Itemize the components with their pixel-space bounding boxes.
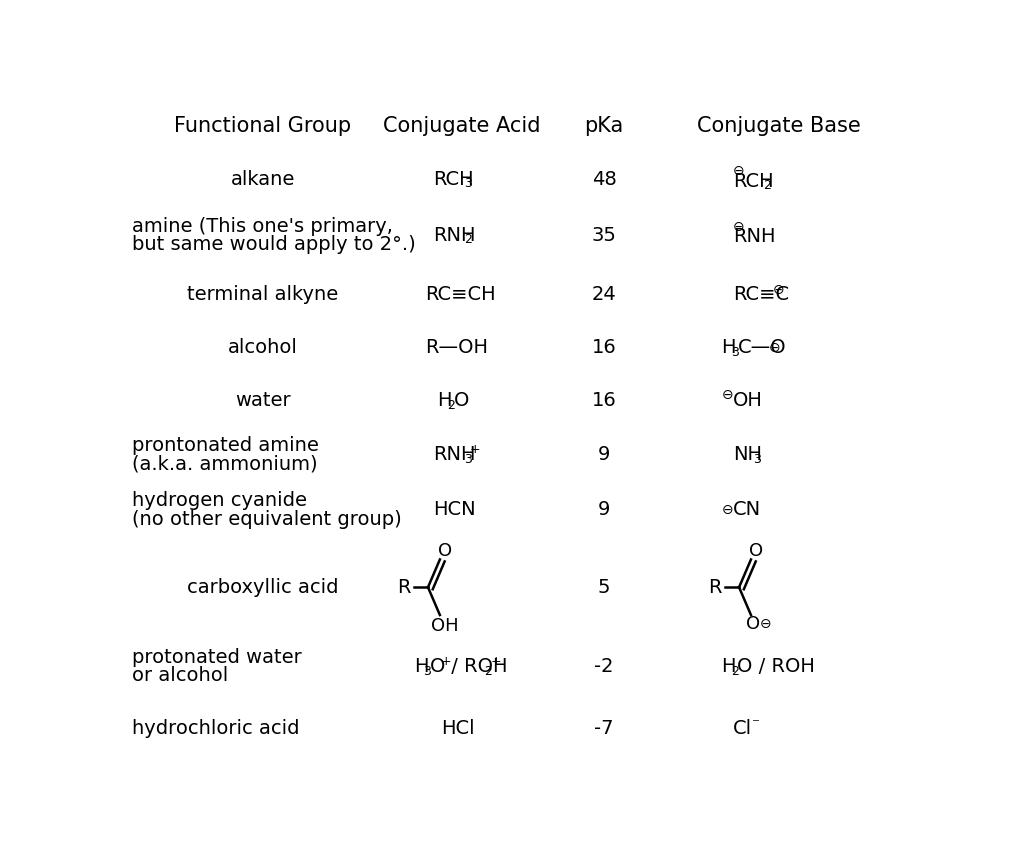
Text: +: + <box>440 655 452 667</box>
Text: C—O: C—O <box>737 338 786 357</box>
Text: O: O <box>749 542 763 560</box>
Text: 2: 2 <box>763 180 771 192</box>
Text: protonated water: protonated water <box>132 648 302 667</box>
Text: Cl: Cl <box>733 719 752 738</box>
Text: HCl: HCl <box>441 719 475 738</box>
Text: 16: 16 <box>592 391 616 411</box>
Text: 48: 48 <box>592 169 616 189</box>
Text: ⁻: ⁻ <box>752 716 760 731</box>
Text: 9: 9 <box>598 500 610 520</box>
Text: O: O <box>454 391 469 411</box>
Text: hydrogen cyanide: hydrogen cyanide <box>132 491 307 510</box>
Text: CN: CN <box>733 500 761 520</box>
Text: RC≡C: RC≡C <box>733 285 788 304</box>
Text: O: O <box>746 615 761 632</box>
Text: O: O <box>430 657 445 676</box>
Text: HCN: HCN <box>433 500 476 520</box>
Text: 2: 2 <box>447 399 455 411</box>
Text: O: O <box>437 542 452 560</box>
Text: O / ROH: O / ROH <box>737 657 815 676</box>
Text: 5: 5 <box>598 578 610 597</box>
Text: RNH: RNH <box>733 227 775 247</box>
Text: 3: 3 <box>731 346 739 359</box>
Text: 3: 3 <box>464 453 472 466</box>
Text: or alcohol: or alcohol <box>132 667 228 685</box>
Text: OH: OH <box>733 391 763 411</box>
Text: 3: 3 <box>423 665 431 678</box>
Text: RCH: RCH <box>433 169 474 189</box>
Text: 9: 9 <box>598 446 610 465</box>
Text: ⊖: ⊖ <box>733 164 744 178</box>
Text: H: H <box>722 657 736 676</box>
Text: ⊖: ⊖ <box>722 503 733 517</box>
Text: +: + <box>490 655 502 667</box>
Text: R: R <box>709 578 722 597</box>
Text: alcohol: alcohol <box>228 338 298 357</box>
Text: but same would apply to 2°.): but same would apply to 2°.) <box>132 235 416 254</box>
Text: 3: 3 <box>754 453 761 466</box>
Text: 2: 2 <box>484 665 493 678</box>
Text: H: H <box>437 391 452 411</box>
Text: RCH: RCH <box>733 172 773 191</box>
Text: -2: -2 <box>594 657 614 676</box>
Text: hydrochloric acid: hydrochloric acid <box>132 719 299 738</box>
Text: Conjugate Acid: Conjugate Acid <box>383 116 540 137</box>
Text: prontonated amine: prontonated amine <box>132 436 318 455</box>
Text: RNH: RNH <box>433 226 476 245</box>
Text: ⊖: ⊖ <box>733 220 744 234</box>
Text: amine (This one's primary,: amine (This one's primary, <box>132 216 393 235</box>
Text: ⊖: ⊖ <box>769 341 781 355</box>
Text: carboxyllic acid: carboxyllic acid <box>187 578 339 597</box>
Text: H: H <box>722 338 736 357</box>
Text: +: + <box>470 443 480 456</box>
Text: 3: 3 <box>464 177 472 191</box>
Text: R: R <box>397 578 411 597</box>
Text: ⊖: ⊖ <box>760 617 771 631</box>
Text: ⊖: ⊖ <box>772 283 784 297</box>
Text: RC≡CH: RC≡CH <box>426 285 497 304</box>
Text: terminal alkyne: terminal alkyne <box>187 285 339 304</box>
Text: 2: 2 <box>464 234 472 247</box>
Text: 16: 16 <box>592 338 616 357</box>
Text: H: H <box>414 657 428 676</box>
Text: (no other equivalent group): (no other equivalent group) <box>132 509 401 528</box>
Text: -7: -7 <box>594 719 614 738</box>
Text: (a.k.a. ammonium): (a.k.a. ammonium) <box>132 454 317 473</box>
Text: ⊖: ⊖ <box>722 388 733 402</box>
Text: Conjugate Base: Conjugate Base <box>697 116 860 137</box>
Text: R—OH: R—OH <box>426 338 488 357</box>
Text: RNH: RNH <box>433 446 476 465</box>
Text: 35: 35 <box>592 226 616 245</box>
Text: OH: OH <box>431 617 459 635</box>
Text: Functional Group: Functional Group <box>174 116 351 137</box>
Text: alkane: alkane <box>230 169 295 189</box>
Text: pKa: pKa <box>585 116 624 137</box>
Text: 24: 24 <box>592 285 616 304</box>
Text: 2: 2 <box>731 665 739 678</box>
Text: / ROH: / ROH <box>445 657 508 676</box>
Text: NH: NH <box>733 446 762 465</box>
Text: water: water <box>236 391 291 411</box>
